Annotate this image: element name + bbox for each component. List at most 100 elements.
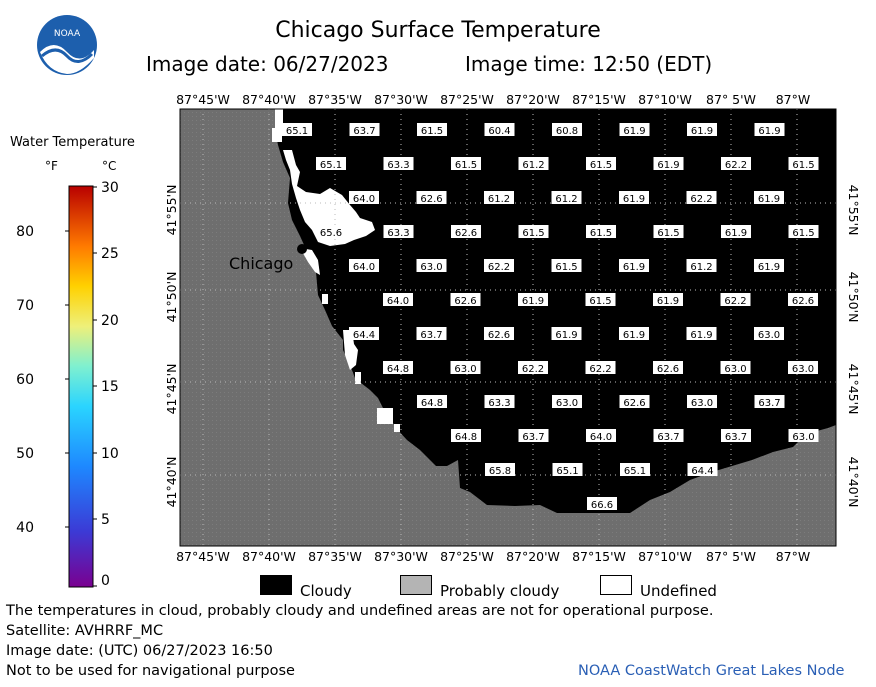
temperature-value: 62.2 — [725, 160, 747, 171]
temperature-box — [585, 361, 616, 374]
svg-text:87°W: 87°W — [776, 92, 811, 107]
svg-text:87°15'W: 87°15'W — [572, 92, 626, 107]
page-title: Chicago Surface Temperature — [275, 18, 601, 43]
temperature-box — [518, 293, 548, 306]
svg-text:41°45'N: 41°45'N — [846, 364, 861, 415]
temperature-box — [484, 327, 514, 340]
temperature-value: 64.4 — [691, 466, 713, 477]
temperature-value: 62.6 — [488, 330, 510, 341]
temperature-value: 60.8 — [556, 126, 578, 137]
temperature-value: 65.1 — [320, 160, 342, 171]
temperature-value: 64.8 — [387, 364, 409, 375]
temperature-box — [653, 429, 684, 442]
c-tick: 5 — [101, 512, 110, 528]
temperature-value: 65.1 — [624, 466, 646, 477]
temperature-value: 61.5 — [792, 160, 814, 171]
temperature-box — [586, 225, 616, 238]
temperature-box — [585, 293, 616, 306]
image-date: Image date: 06/27/2023 — [146, 52, 389, 76]
c-tick: 25 — [101, 246, 119, 262]
temperature-box — [586, 429, 616, 442]
temperature-box — [586, 157, 616, 170]
temperature-box — [417, 395, 447, 408]
temperature-box — [450, 361, 481, 374]
temperature-value: 61.5 — [589, 296, 611, 307]
f-tick: 60 — [16, 372, 34, 388]
temperature-value: 62.6 — [455, 228, 477, 239]
temperature-value: 62.6 — [454, 296, 476, 307]
temperature-value: 65.6 — [320, 228, 342, 239]
svg-text:87° 5'W: 87° 5'W — [706, 92, 756, 107]
cloud-area — [275, 109, 836, 513]
temperature-box — [518, 429, 549, 442]
temperature-box — [754, 327, 784, 340]
probably-cloudy-label: Probably cloudy — [440, 582, 560, 600]
svg-text:87° 5'W: 87° 5'W — [706, 549, 756, 564]
svg-text:87°15'W: 87°15'W — [572, 549, 626, 564]
f-tick: 40 — [16, 520, 34, 536]
temperature-value: 62.2 — [724, 296, 746, 307]
top-lon-labels: 87°45'W 87°40'W 87°35'W 87°30'W 87°25'W … — [176, 92, 810, 107]
temperature-box — [686, 191, 717, 204]
temperature-box — [721, 225, 751, 238]
temperature-box — [383, 361, 413, 374]
temperature-box — [417, 123, 447, 136]
temperature-box — [587, 497, 617, 510]
temperature-labels: 65.1 63.7 61.5 60.4 60.8 61.9 61.9 61.9 65.1 63.3… — [282, 123, 819, 511]
svg-text:41°50'N: 41°50'N — [846, 272, 861, 323]
temperature-box — [788, 429, 819, 442]
colorbar — [68, 185, 94, 588]
temperature-box — [788, 361, 818, 374]
temperature-value: 61.9 — [657, 296, 679, 307]
temperature-box — [754, 395, 785, 408]
temperature-value: 63.3 — [387, 160, 409, 171]
temperature-value: 60.4 — [488, 126, 510, 137]
svg-text:87°30'W: 87°30'W — [374, 549, 428, 564]
temperature-value: 63.0 — [758, 330, 780, 341]
undefined-label: Undefined — [640, 582, 717, 600]
temperature-value: 61.9 — [758, 126, 780, 137]
temperature-value: 61.2 — [555, 194, 577, 205]
satellite: Satellite: AVHRRF_MC — [6, 623, 164, 639]
temperature-box — [721, 429, 751, 442]
temperature-box — [551, 327, 582, 340]
temperature-box — [416, 327, 447, 340]
temperature-box — [383, 293, 413, 306]
svg-text:41°40'N: 41°40'N — [846, 457, 861, 508]
temperature-value: 65.1 — [556, 466, 578, 477]
temperature-value: 61.5 — [792, 228, 814, 239]
credit: NOAA CoastWatch Great Lakes Node — [578, 663, 845, 679]
temperature-box — [484, 191, 514, 204]
temperature-box — [282, 123, 312, 136]
temperature-value: 63.0 — [792, 364, 814, 375]
temperature-box — [754, 259, 784, 272]
temperature-box — [754, 123, 785, 136]
temperature-box — [518, 157, 549, 170]
temperature-box — [788, 157, 819, 170]
cloudy-swatch — [260, 575, 292, 595]
svg-text:87°40'W: 87°40'W — [242, 549, 296, 564]
temperature-box — [687, 395, 717, 408]
temperature-box — [721, 157, 751, 170]
temperature-box — [316, 225, 346, 238]
temperature-value: 63.3 — [488, 398, 510, 409]
temperature-value: 61.2 — [690, 262, 712, 273]
f-tick: 50 — [16, 446, 34, 462]
temperature-value: 62.2 — [488, 262, 510, 273]
temperature-box — [484, 259, 514, 272]
temperature-value: 64.8 — [421, 398, 443, 409]
unit-celsius: °C — [102, 159, 117, 173]
temperature-box — [552, 395, 582, 408]
temperature-value: 61.9 — [555, 330, 577, 341]
temperature-value: 61.9 — [758, 262, 780, 273]
temperature-box — [619, 327, 649, 340]
svg-text:87°30'W: 87°30'W — [374, 92, 428, 107]
temperature-value: 61.9 — [623, 330, 645, 341]
temperature-value: 61.5 — [522, 228, 544, 239]
map-frame — [179, 108, 837, 547]
f-tick: 70 — [16, 298, 34, 314]
temperature-value: 62.6 — [657, 364, 679, 375]
temperature-value: 61.9 — [623, 262, 645, 273]
temperature-value: 63.7 — [657, 432, 679, 443]
